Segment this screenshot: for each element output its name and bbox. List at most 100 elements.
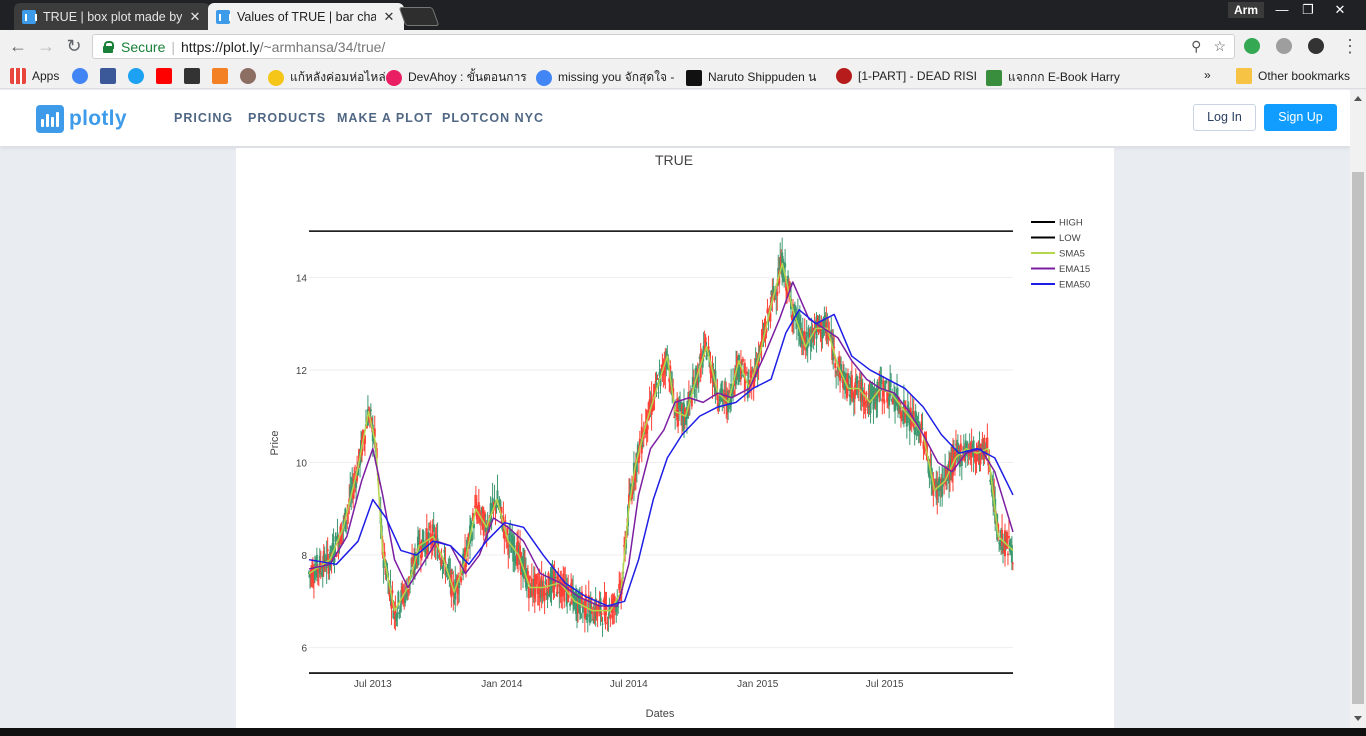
bookmark-item[interactable]: [1-PART] - DEAD RISI: [836, 68, 977, 84]
candle-body: [321, 566, 324, 578]
menu-kebab-icon[interactable]: ⋮: [1341, 36, 1359, 56]
bookmark-item[interactable]: missing you จักสุดใจ -: [536, 68, 674, 87]
candle-body: [617, 606, 620, 608]
logo-text: plotly: [69, 107, 127, 130]
candle-body: [1002, 546, 1005, 551]
candle-body: [316, 566, 319, 573]
y-tick-label: 12: [296, 366, 308, 377]
candle-body: [986, 437, 989, 451]
scroll-thumb[interactable]: [1352, 172, 1364, 704]
bookmark-apps[interactable]: Apps: [10, 68, 59, 84]
zoom-icon[interactable]: ⚲: [1191, 38, 1202, 54]
restore-button[interactable]: ❐: [1302, 2, 1314, 17]
candle-body: [495, 504, 498, 509]
candle-body: [958, 447, 961, 468]
bookmark-item[interactable]: DevAhoy : ขั้นตอนการ: [386, 68, 527, 87]
bookmark-item[interactable]: แจกกก E-Book Harry: [986, 68, 1120, 87]
candle-body: [482, 514, 485, 536]
nav-make-a-plot[interactable]: MAKE A PLOT: [337, 111, 434, 125]
candle-body: [796, 311, 799, 321]
candle-body: [616, 598, 619, 603]
candle-body: [619, 580, 622, 590]
candle-body: [864, 409, 867, 411]
x-tick-label: Jul 2014: [610, 679, 648, 690]
scroll-down-icon[interactable]: [1354, 716, 1362, 721]
scroll-up-icon[interactable]: [1354, 96, 1362, 101]
forward-arrow-icon[interactable]: →: [37, 36, 55, 56]
chevron-right-icon: »: [1204, 68, 1211, 82]
candle-body: [845, 377, 848, 399]
candle-body: [638, 438, 641, 446]
candle-body: [428, 525, 431, 528]
minimize-button[interactable]: —: [1275, 2, 1289, 17]
candle-body: [946, 476, 949, 482]
extension-green-icon[interactable]: [1244, 38, 1260, 54]
candle-body: [474, 498, 477, 509]
bookmark-generic[interactable]: [184, 68, 206, 84]
candle-body: [865, 393, 868, 395]
extension-cloud-icon[interactable]: [1276, 38, 1292, 54]
candle-body: [579, 613, 582, 619]
new-tab-button[interactable]: [398, 7, 440, 26]
candle-body: [807, 327, 810, 338]
candle-body: [451, 573, 454, 575]
candle-body: [528, 576, 531, 580]
extension-circle-icon[interactable]: [1308, 38, 1324, 54]
back-arrow-icon[interactable]: ←: [9, 36, 27, 56]
candle-body: [398, 612, 401, 614]
tab-box-plot[interactable]: TRUE | box plot made by ✕: [14, 3, 210, 30]
stock-chart[interactable]: TRUE 6 8 10 12 14 Jul 2013 Jan 2014 Jul 2014 Ja…: [236, 148, 1114, 736]
bookmark-item[interactable]: แก้หลังค่อมห่อไหล่: [268, 68, 386, 87]
candle-body: [345, 520, 348, 524]
youtube-icon: [156, 68, 172, 84]
signup-button[interactable]: Sign Up: [1264, 104, 1337, 131]
nav-plotcon[interactable]: PLOTCON NYC: [442, 111, 544, 125]
candle-body: [896, 388, 899, 396]
candle-body: [620, 592, 623, 602]
chart-legend[interactable]: HIGH LOW SMA5 EMA15 EMA50: [1031, 218, 1090, 291]
bookmark-star-icon[interactable]: ☆: [1213, 38, 1226, 54]
bookmark-generic[interactable]: [212, 68, 234, 84]
candle-body: [965, 443, 968, 445]
candle-body: [863, 391, 866, 404]
login-button[interactable]: Log In: [1193, 104, 1256, 131]
candle-body: [535, 576, 538, 581]
nav-pricing[interactable]: PRICING: [174, 111, 234, 125]
profile-chip[interactable]: Arm: [1228, 2, 1265, 18]
bookmarks-bar: Apps แก้หลังค่อมห่อไหล่ DevAhoy : ขั้นตอ…: [0, 63, 1366, 89]
bookmark-google[interactable]: [72, 68, 94, 84]
tab-bar-chart[interactable]: Values of TRUE | bar char ✕: [208, 3, 404, 30]
bookmark-twitter[interactable]: [128, 68, 150, 84]
close-window-button[interactable]: ✕: [1334, 2, 1346, 17]
candle-body: [472, 523, 475, 529]
bookmark-item[interactable]: Naruto Shippuden น: [686, 68, 816, 87]
candle-body: [543, 587, 546, 601]
candle-body: [471, 512, 474, 522]
other-bookmarks[interactable]: Other bookmarks: [1236, 68, 1350, 84]
candle-body: [840, 364, 843, 372]
bookmark-label: แก้หลังค่อมห่อไหล่: [290, 70, 386, 84]
page-scrollbar[interactable]: [1350, 90, 1366, 736]
candle-body: [312, 579, 315, 583]
bookmark-generic[interactable]: [240, 68, 262, 84]
candle-body: [718, 403, 721, 408]
bookmarks-overflow-button[interactable]: »: [1204, 68, 1211, 82]
candle-body: [757, 357, 760, 367]
candle-body: [735, 366, 738, 385]
candle-body: [739, 361, 742, 380]
star-icon: [686, 69, 702, 86]
candle-body: [884, 381, 887, 392]
address-bar[interactable]: Secure | https://plot.ly /~armhansa/34/t…: [92, 34, 1235, 59]
candle-body: [933, 481, 936, 484]
nav-products[interactable]: PRODUCTS: [248, 111, 327, 125]
bookmark-youtube[interactable]: [156, 68, 178, 84]
close-tab-icon[interactable]: ✕: [189, 8, 201, 24]
candle-body: [637, 448, 640, 464]
candle-body: [775, 298, 778, 300]
candle-body: [692, 382, 695, 384]
candle-body: [674, 410, 677, 416]
bookmark-facebook[interactable]: [100, 68, 122, 84]
plotly-logo[interactable]: plotly: [36, 105, 127, 133]
reload-icon[interactable]: ↻: [66, 36, 82, 56]
close-tab-icon[interactable]: ✕: [383, 8, 395, 24]
